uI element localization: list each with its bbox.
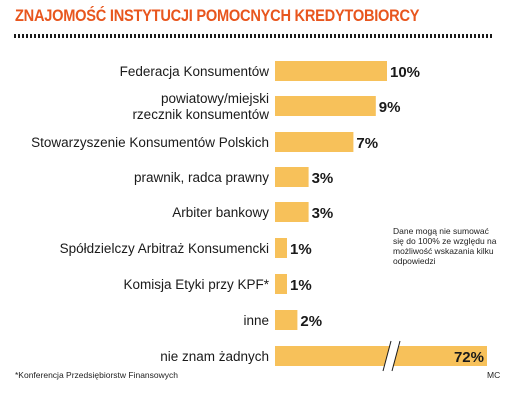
- category-label: nie znam żadnych: [160, 349, 269, 364]
- bar: [275, 96, 376, 116]
- value-label: 3%: [312, 170, 334, 187]
- axis-break-gap: [382, 342, 401, 370]
- category-label: Federacja Konsumentów: [120, 64, 270, 79]
- bar: [275, 238, 287, 258]
- value-label: 1%: [290, 277, 312, 294]
- axis-break-mark: [391, 340, 401, 372]
- value-label: 7%: [356, 135, 378, 152]
- bar: [275, 346, 487, 366]
- chart-title: ZNAJOMOŚĆ INSTYTUCJI POMOCNYCH KREDYTOBI…: [15, 6, 420, 25]
- bar: [275, 61, 387, 81]
- category-label: Spółdzielczy Arbitraż Konsumencki: [60, 241, 269, 256]
- bar: [275, 310, 298, 330]
- value-label: 2%: [300, 313, 322, 330]
- category-label: powiatowy/miejski rzecznik konsumentów: [132, 91, 269, 122]
- bar: [275, 132, 354, 152]
- title-divider: [14, 34, 494, 38]
- value-label: 9%: [379, 99, 401, 116]
- bar: [275, 167, 309, 187]
- bar: [275, 202, 309, 222]
- value-label: 72%: [454, 349, 484, 366]
- chart-footnote: *Konferencja Przedsiębiorstw Finansowych: [15, 370, 178, 380]
- value-label: 3%: [312, 205, 334, 222]
- bar: [275, 274, 287, 294]
- category-label: Komisja Etyki przy KPF*: [123, 277, 269, 292]
- category-label: inne: [243, 313, 269, 328]
- axis-break-mark: [382, 340, 392, 372]
- category-label: Stowarzyszenie Konsumentów Polskich: [31, 135, 269, 150]
- value-label: 10%: [390, 64, 420, 81]
- category-label: Arbiter bankowy: [172, 205, 269, 220]
- chart-credit: MC: [487, 370, 501, 380]
- category-label: prawnik, radca prawny: [134, 170, 269, 185]
- value-label: 1%: [290, 241, 312, 258]
- chart-note: Dane mogą nie sumować się do 100% ze wzg…: [393, 226, 497, 266]
